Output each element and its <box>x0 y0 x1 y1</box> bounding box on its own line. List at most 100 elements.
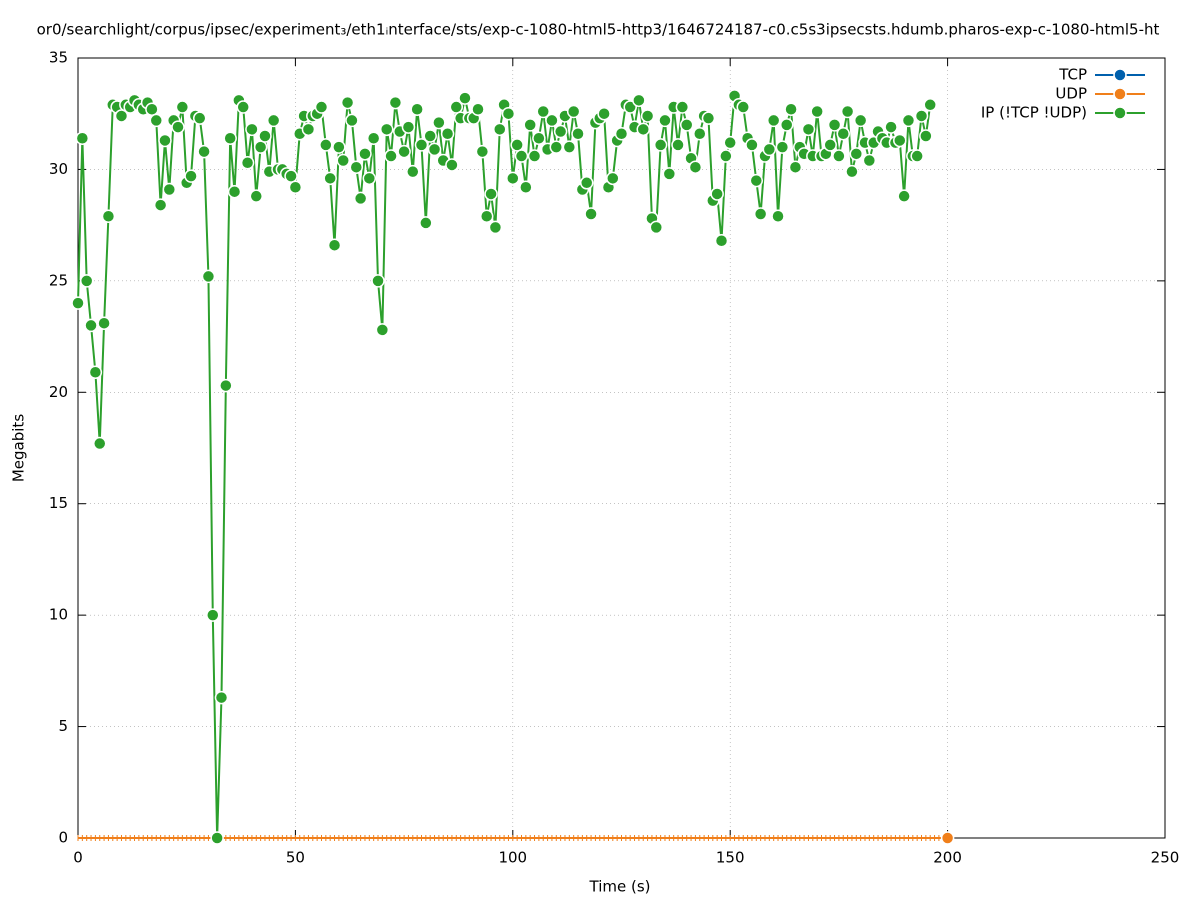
legend-marker <box>1113 106 1127 120</box>
point <box>340 95 355 110</box>
point <box>501 106 516 121</box>
y-tick-label: 25 <box>49 271 68 289</box>
point <box>406 164 420 179</box>
legend-label: IP (!TCP !UDP) <box>981 104 1087 122</box>
y-tick-label: 5 <box>58 717 68 735</box>
point <box>762 142 777 157</box>
y-tick-label: 0 <box>58 829 68 847</box>
point <box>401 120 416 134</box>
point <box>488 220 503 235</box>
point <box>710 187 724 201</box>
x-tick-label: 150 <box>716 849 745 867</box>
point <box>245 122 259 137</box>
point <box>832 149 846 163</box>
point <box>788 160 803 174</box>
point <box>693 127 707 141</box>
point <box>549 140 564 154</box>
point <box>853 113 868 128</box>
point <box>688 160 703 174</box>
x-tick-label: 200 <box>933 849 962 867</box>
x-tick-label: 250 <box>1151 849 1180 867</box>
point <box>192 111 207 125</box>
point <box>784 102 798 117</box>
point <box>432 115 446 130</box>
point <box>240 155 255 170</box>
y-tick-label: 15 <box>49 494 68 512</box>
point <box>414 138 429 152</box>
point <box>384 149 398 163</box>
point <box>375 323 390 337</box>
point <box>614 127 629 141</box>
point <box>323 171 337 186</box>
point <box>523 118 537 132</box>
legend-label: UDP <box>1055 85 1087 103</box>
point <box>671 138 685 152</box>
point <box>149 113 164 128</box>
point <box>227 184 242 199</box>
point <box>288 180 303 195</box>
point <box>101 209 116 223</box>
point <box>419 216 433 230</box>
point <box>940 831 955 845</box>
point <box>675 100 690 114</box>
legend-label: TCP <box>1058 66 1087 84</box>
point <box>427 142 442 157</box>
point <box>349 160 364 174</box>
point <box>175 100 190 114</box>
point <box>519 180 533 195</box>
point <box>779 118 794 132</box>
point <box>79 274 94 288</box>
point <box>536 104 550 119</box>
point <box>658 113 672 128</box>
point <box>766 113 781 128</box>
point <box>719 149 733 163</box>
point <box>214 690 229 705</box>
point <box>353 191 368 206</box>
point <box>327 238 342 252</box>
point <box>201 269 216 284</box>
point <box>440 127 455 141</box>
x-axis-label: Time (s) <box>589 878 651 896</box>
point <box>471 102 485 117</box>
point <box>301 122 316 137</box>
point <box>753 207 768 221</box>
point <box>332 140 346 154</box>
point <box>410 102 424 117</box>
point <box>579 176 594 190</box>
point <box>514 149 529 163</box>
point <box>701 111 716 125</box>
point <box>632 93 646 108</box>
point <box>893 133 907 148</box>
x-tick-label: 0 <box>73 849 83 867</box>
point <box>153 198 168 212</box>
point <box>445 158 459 172</box>
point <box>397 144 411 159</box>
point <box>506 171 520 186</box>
point <box>836 127 850 141</box>
point <box>210 831 224 845</box>
point <box>775 140 790 154</box>
point <box>371 274 385 288</box>
point <box>884 120 898 134</box>
point <box>423 129 437 143</box>
point <box>75 131 90 145</box>
point <box>849 147 864 161</box>
y-axis-label: Megabits <box>10 414 28 482</box>
point <box>284 169 298 183</box>
point <box>532 131 546 145</box>
point <box>219 378 233 393</box>
point <box>723 135 737 150</box>
point <box>527 149 542 163</box>
point <box>258 129 272 143</box>
point <box>771 209 785 223</box>
point <box>845 164 859 179</box>
point <box>749 173 764 188</box>
point <box>840 104 855 119</box>
point <box>623 100 637 114</box>
point <box>253 140 268 154</box>
point <box>362 171 377 186</box>
point <box>479 209 494 223</box>
point <box>827 118 842 132</box>
point <box>649 220 664 235</box>
